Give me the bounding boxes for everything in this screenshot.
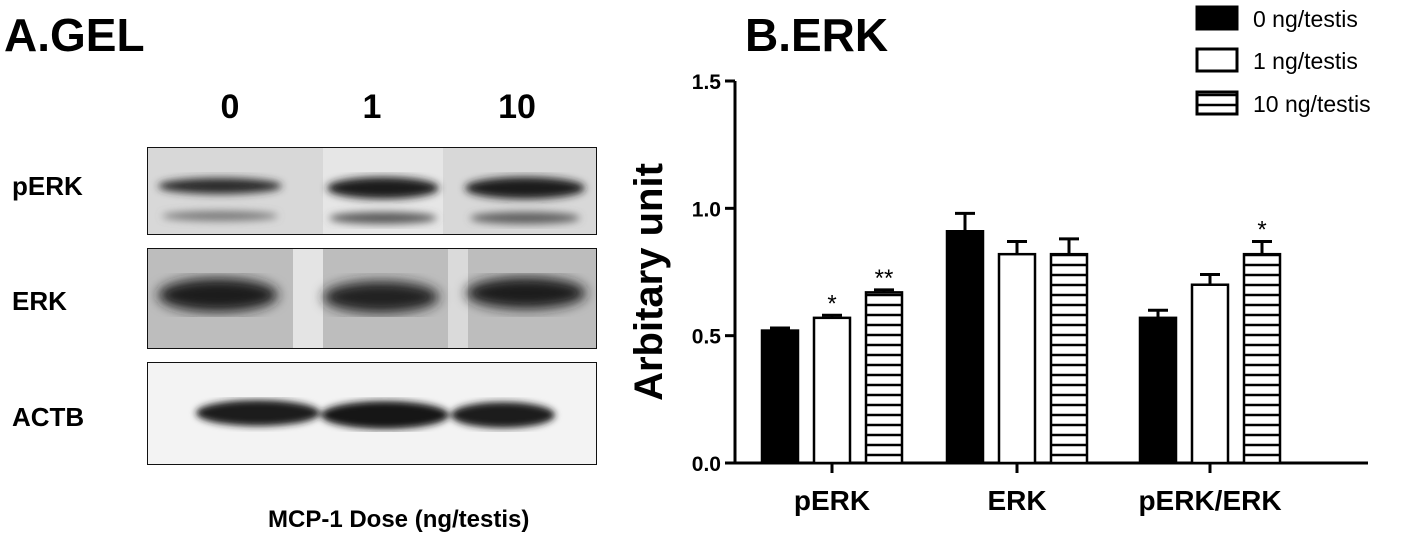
- bar: [1049, 252, 1089, 465]
- dose-axis-label: MCP-1 Dose (ng/testis): [268, 506, 530, 533]
- blot-actb-image: [147, 362, 597, 465]
- legend-swatch: [1195, 47, 1239, 73]
- significance-marker: **: [875, 265, 894, 292]
- bar: [945, 230, 985, 465]
- y-tick-label: 0.5: [692, 326, 722, 349]
- bar: [1190, 283, 1230, 465]
- x-category-label: pERK: [794, 485, 870, 516]
- bar: [997, 252, 1037, 465]
- x-category-label: pERK/ERK: [1138, 485, 1281, 516]
- lane-label-1: 1: [362, 88, 382, 126]
- blot-label-erk: ERK: [12, 286, 67, 316]
- x-category-label: ERK: [987, 485, 1046, 516]
- bar: [760, 329, 800, 465]
- y-tick-label: 1.0: [692, 198, 721, 221]
- blot-label-actb: ACTB: [12, 402, 85, 432]
- bar: [1242, 252, 1282, 465]
- lane-label-0: 0: [220, 88, 240, 126]
- y-axis-label: Arbitary unit: [627, 163, 671, 401]
- legend-label: 1 ng/testis: [1253, 48, 1358, 74]
- blot-label-perk: pERK: [12, 171, 83, 201]
- blot-perk-image: [147, 147, 597, 235]
- panel-a-title: A.GEL: [4, 9, 145, 61]
- legend-swatch: [1195, 90, 1239, 116]
- legend-swatch: [1195, 5, 1239, 31]
- lane-label-10: 10: [498, 88, 536, 126]
- legend-label: 10 ng/testis: [1253, 91, 1371, 117]
- y-tick-label: 1.5: [692, 71, 722, 94]
- legend-label: 0 ng/testis: [1253, 6, 1358, 32]
- panel-b-title: B.ERK: [745, 9, 889, 61]
- bar: [1138, 316, 1178, 465]
- significance-marker: *: [827, 290, 836, 317]
- bar: [812, 316, 852, 465]
- y-tick-label: 0.0: [692, 453, 721, 476]
- significance-marker: *: [1257, 216, 1266, 243]
- blot-erk-image: [147, 248, 597, 349]
- bar: [864, 291, 904, 465]
